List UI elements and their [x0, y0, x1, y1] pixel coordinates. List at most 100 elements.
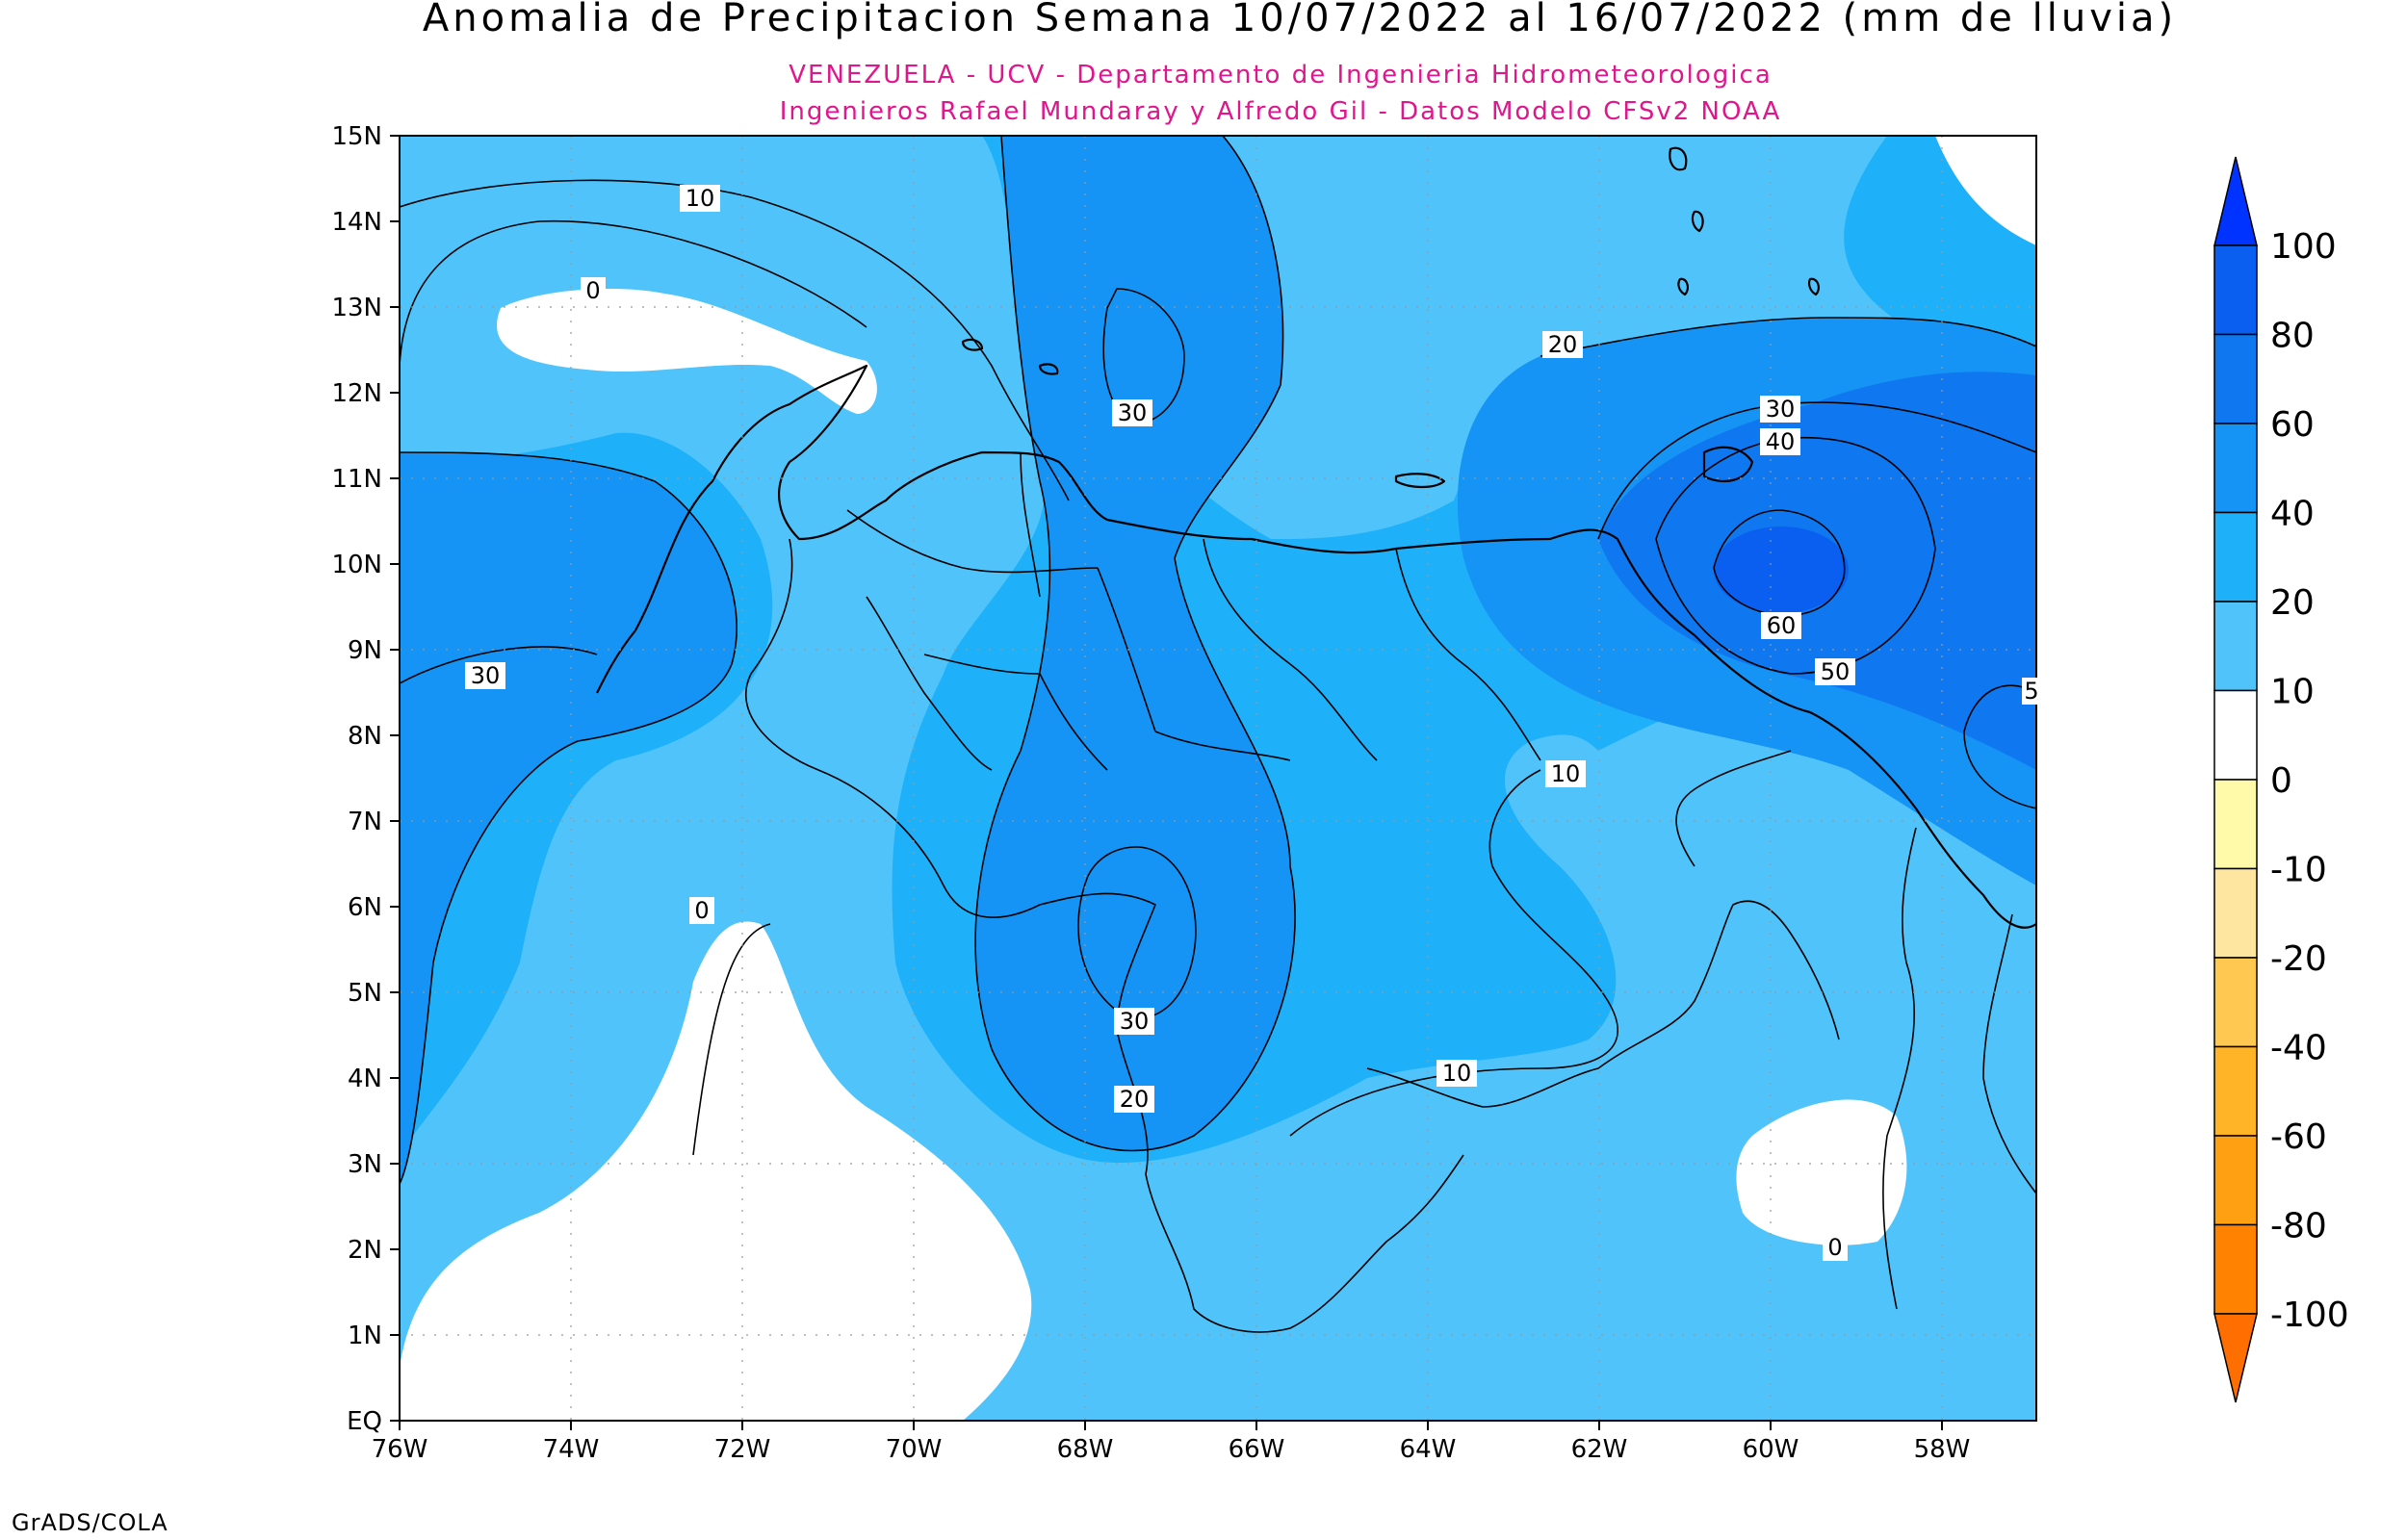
svg-text:10: 10 [1551, 760, 1581, 787]
colorbar-arrow-top [2213, 156, 2258, 246]
x-tick-label: 64W [1400, 1435, 1457, 1464]
coastline-margarita [1394, 473, 1446, 489]
anomaly-band-20-40-west [400, 452, 738, 1184]
border-venezuela-brazil [1366, 900, 1840, 1108]
y-tick-label: 10N [331, 551, 382, 579]
svg-text:30: 30 [471, 662, 501, 689]
coastline-caribbean [634, 364, 2036, 929]
colorbar-segment [2213, 867, 2258, 959]
colorbar-segment [2213, 244, 2258, 336]
x-tick-label: 66W [1229, 1435, 1285, 1464]
y-tick-label: 2N [348, 1236, 382, 1265]
y-tick-label: 6N [348, 893, 382, 922]
svg-text:0: 0 [1827, 1234, 1842, 1261]
contour-labels: 10 0 30 30 20 30 40 60 50 5 10 0 30 20 1… [465, 185, 2041, 1261]
colorbar-label: -20 [2270, 939, 2327, 979]
anomaly-zero-area-colombia [400, 921, 1032, 1421]
x-tick-label: 60W [1743, 1435, 1799, 1464]
coastline-curacao-aruba [961, 338, 1059, 375]
coastline-lesser-antilles [1669, 146, 1820, 296]
contour-label: 50 [1815, 658, 1855, 685]
y-tick-label: 13N [331, 294, 382, 322]
svg-text:30: 30 [1120, 1008, 1150, 1035]
y-tick-label: 15N [331, 122, 382, 151]
x-axis: 76W 74W 72W 70W 68W 66W 64W 62W 60W 58W [372, 1421, 1971, 1464]
contour-30-west [400, 451, 738, 1185]
border-venezuela-guyana [1675, 750, 1792, 867]
contour-label: 10 [1545, 760, 1586, 787]
svg-text:20: 20 [1548, 331, 1578, 358]
svg-text:30: 30 [1118, 399, 1148, 426]
contour-40-east [1655, 436, 1936, 675]
colorbar-label: -60 [2270, 1117, 2327, 1157]
anomaly-band-20-40-central [975, 136, 1296, 1151]
contour-label: 20 [1114, 1086, 1154, 1113]
contour-60-east [1713, 509, 1846, 617]
svg-text:10: 10 [686, 185, 715, 212]
contour-label: 10 [680, 185, 720, 212]
border-venezuela-colombia [745, 538, 1464, 1333]
x-tick-label: 76W [372, 1435, 428, 1464]
x-tick-label: 74W [543, 1435, 600, 1464]
contour-label: 30 [1114, 1008, 1154, 1035]
border-guyana-suriname [1882, 827, 1917, 1310]
x-tick-label: 72W [714, 1435, 771, 1464]
y-tick-label: 5N [348, 979, 382, 1008]
contour-label: 20 [1542, 331, 1583, 358]
colorbar-segment [2213, 601, 2258, 692]
contour-label: 0 [1823, 1234, 1848, 1261]
geography-lines [596, 146, 2036, 1333]
colorbar-label: -10 [2270, 851, 2327, 890]
colorbar-segment [2213, 1045, 2258, 1137]
svg-text:20: 20 [1120, 1086, 1150, 1113]
coastline-trinidad [1702, 446, 1754, 483]
x-tick-label: 58W [1914, 1435, 1971, 1464]
plot-area [400, 136, 2036, 1421]
anomaly-zero-area-guayana [1736, 1099, 1907, 1245]
colorbar-label: -80 [2270, 1207, 2327, 1246]
colorbar-label: 10 [2270, 673, 2315, 712]
y-tick-label: 1N [348, 1322, 382, 1350]
y-tick-label: 7N [348, 808, 382, 836]
colorbar-segment [2213, 1135, 2258, 1226]
subtitle-authors: Ingenieros Rafael Mundaray y Alfredo Gil… [780, 97, 1782, 126]
y-axis: 15N 14N 13N 12N 11N 10N 9N 8N 7N 6N 5N 4N 3N 2N 1N EQ [331, 122, 400, 1436]
anomaly-zero-area-ne-corner [1935, 136, 2036, 245]
contour-label: 60 [1761, 612, 1801, 639]
colorbar-label: 100 [2270, 227, 2337, 267]
contour-label: 0 [581, 277, 606, 304]
svg-text:50: 50 [1821, 658, 1851, 685]
state-borders [846, 451, 1541, 771]
contour-label: 30 [1760, 396, 1800, 423]
colorbar-label: 40 [2270, 495, 2315, 534]
svg-text:40: 40 [1766, 428, 1796, 455]
colorbar-label: -100 [2270, 1296, 2349, 1335]
svg-text:30: 30 [1766, 396, 1796, 423]
contour-label: 30 [1112, 399, 1152, 426]
colorbar-segment [2213, 1223, 2258, 1315]
colorbar-segment [2213, 689, 2258, 781]
x-tick-label: 68W [1057, 1435, 1114, 1464]
contour-label: 40 [1760, 428, 1800, 455]
anomaly-zero-area-caribbean [497, 289, 877, 414]
colorbar-label: -40 [2270, 1029, 2327, 1068]
y-tick-label: 11N [331, 465, 382, 494]
contour-10-east [1289, 769, 1618, 1137]
y-tick-label: EQ [347, 1407, 382, 1436]
colorbar-arrow-bottom [2213, 1313, 2258, 1403]
colorbar-segment [2213, 511, 2258, 603]
contour-label: 10 [1436, 1060, 1477, 1087]
colorbar-segment [2213, 423, 2258, 514]
coastline-colombia-pacific [596, 629, 636, 694]
x-tick-label: 70W [886, 1435, 943, 1464]
contour-label: 0 [689, 897, 714, 924]
y-tick-label: 14N [331, 208, 382, 237]
software-credit: GrADS/COLA [12, 1509, 168, 1536]
svg-text:10: 10 [1442, 1060, 1472, 1087]
map-title: Anomalia de Precipitacion Semana 10/07/2… [423, 0, 2177, 40]
subtitle-institution: VENEZUELA - UCV - Departamento de Ingeni… [789, 61, 1773, 90]
y-tick-label: 8N [348, 722, 382, 751]
border-suriname-guiana [1982, 913, 2036, 1194]
svg-text:5: 5 [2024, 678, 2038, 705]
